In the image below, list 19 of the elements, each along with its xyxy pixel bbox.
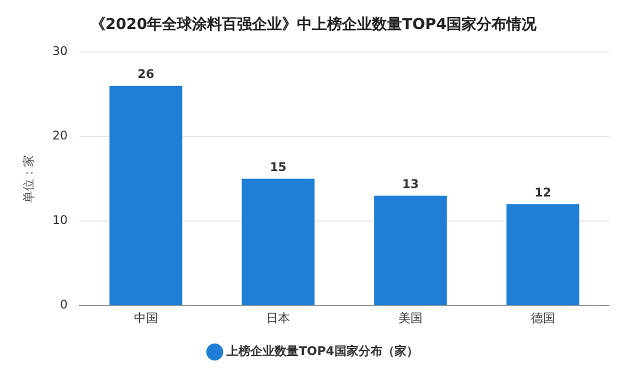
chart-title: 《2020年全球涂料百强企业》中上榜企业数量TOP4国家分布情况 (90, 14, 538, 33)
x-tick-label: 美国 (398, 310, 422, 325)
x-tick-label: 德国 (530, 310, 555, 325)
bar (506, 204, 580, 306)
y-tick-label: 0 (60, 298, 68, 312)
bar (374, 196, 447, 306)
x-tick-label: 中国 (134, 310, 158, 325)
y-tick-label: 30 (52, 44, 68, 58)
data-label: 15 (270, 160, 287, 174)
y-axis-title: 单位：家 (21, 154, 36, 203)
y-tick-label: 10 (52, 213, 68, 228)
x-tick-label: 日本 (266, 310, 290, 325)
legend-label: 上榜企业数量TOP4国家分布（家） (226, 344, 418, 358)
data-label: 12 (534, 185, 552, 200)
bar (109, 86, 182, 306)
data-label: 26 (137, 66, 154, 81)
y-tick-label: 20 (52, 128, 68, 143)
bar (242, 178, 315, 306)
data-label: 13 (402, 176, 419, 191)
